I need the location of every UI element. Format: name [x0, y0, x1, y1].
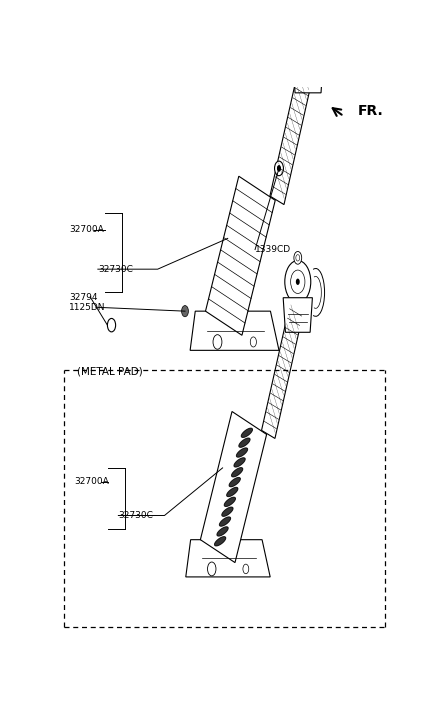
- Polygon shape: [220, 517, 231, 526]
- Polygon shape: [229, 478, 240, 486]
- Polygon shape: [186, 539, 270, 577]
- Circle shape: [306, 36, 310, 43]
- Text: 32700A: 32700A: [69, 225, 104, 235]
- Polygon shape: [222, 507, 233, 516]
- Polygon shape: [241, 428, 252, 437]
- Polygon shape: [236, 448, 247, 457]
- Circle shape: [285, 260, 311, 303]
- Text: FR.: FR.: [358, 104, 383, 118]
- Text: (METAL PAD): (METAL PAD): [77, 366, 143, 377]
- Circle shape: [294, 252, 302, 264]
- Circle shape: [275, 161, 284, 176]
- Text: 32700A: 32700A: [74, 478, 108, 486]
- Polygon shape: [190, 311, 279, 350]
- Polygon shape: [232, 467, 243, 477]
- Polygon shape: [215, 537, 225, 546]
- Circle shape: [304, 8, 312, 21]
- Text: 32794: 32794: [69, 293, 97, 302]
- Circle shape: [182, 305, 188, 317]
- Text: 32730C: 32730C: [98, 265, 133, 273]
- Circle shape: [108, 318, 116, 332]
- Text: 1339CD: 1339CD: [255, 245, 291, 254]
- Polygon shape: [224, 497, 235, 506]
- Polygon shape: [270, 57, 315, 204]
- Circle shape: [277, 165, 281, 172]
- Polygon shape: [293, 57, 323, 93]
- Circle shape: [295, 17, 322, 62]
- Polygon shape: [262, 299, 304, 438]
- Polygon shape: [239, 438, 250, 447]
- Polygon shape: [200, 411, 267, 563]
- Text: 1125DN: 1125DN: [69, 302, 105, 312]
- Polygon shape: [227, 488, 238, 497]
- Polygon shape: [217, 527, 228, 536]
- Polygon shape: [283, 298, 312, 332]
- Text: 32730C: 32730C: [118, 511, 153, 520]
- Polygon shape: [234, 458, 245, 467]
- Circle shape: [296, 278, 300, 285]
- Polygon shape: [206, 176, 275, 335]
